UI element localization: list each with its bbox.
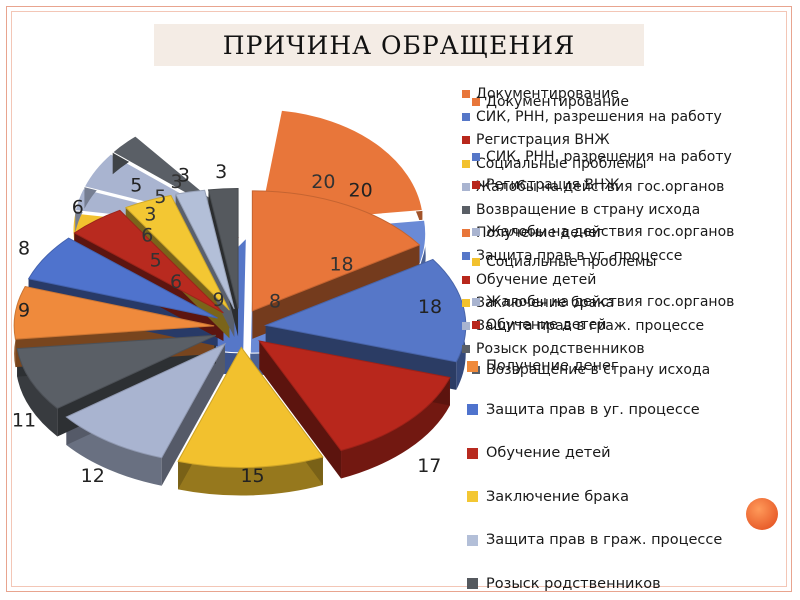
slice-3	[177, 346, 324, 468]
back-data-label-9: 3	[170, 171, 182, 193]
data-label-8: 6	[72, 197, 84, 219]
slice-side-5	[17, 348, 58, 437]
back-data-label-0: 20	[311, 171, 335, 193]
slice-side-2	[341, 377, 450, 479]
data-label-1: 18	[418, 296, 442, 318]
back-data-label-8: 5	[154, 186, 166, 208]
back-data-label-6: 6	[141, 224, 153, 246]
data-label-2: 17	[417, 455, 441, 477]
front-pie-tops	[13, 188, 467, 468]
slice-2	[258, 340, 451, 452]
slice-9	[124, 194, 230, 311]
data-label-10: 3	[178, 165, 190, 187]
back-data-label-2: 8	[269, 290, 281, 312]
data-label-3: 15	[240, 465, 264, 487]
slice-10	[175, 189, 235, 310]
slice-7	[27, 237, 218, 319]
back-data-label-5: 5	[150, 249, 162, 271]
data-label-0: 20	[349, 179, 373, 201]
decorative-orange-circle	[746, 498, 778, 530]
slice-11	[207, 188, 239, 309]
title-banner: ПРИЧИНА ОБРАЩЕНИЯ	[154, 24, 644, 66]
back-data-label-4: 6	[170, 271, 182, 293]
back-data-label-3: 9	[212, 289, 224, 311]
slice-1	[263, 258, 467, 363]
slice-6	[13, 285, 215, 340]
data-label-6: 9	[18, 300, 30, 322]
slice-0	[251, 190, 421, 312]
slice-8	[73, 209, 224, 314]
slice-wall-4	[161, 343, 225, 486]
data-label-5: 11	[12, 409, 36, 431]
slice-wall-2	[259, 341, 342, 479]
slide-title: ПРИЧИНА ОБРАЩЕНИЯ	[222, 30, 576, 60]
slice-4	[65, 342, 227, 459]
data-label-7: 8	[18, 238, 30, 260]
slide-frame-outer	[6, 6, 792, 592]
slice-5	[16, 334, 217, 410]
back-data-label-1: 18	[329, 254, 353, 276]
data-label-11: 3	[215, 161, 227, 183]
back-data-label-7: 3	[144, 203, 156, 225]
data-label-9: 5	[130, 174, 142, 196]
slide-frame-inner	[11, 11, 787, 587]
slice-side-4	[66, 417, 162, 486]
data-label-4: 12	[81, 465, 105, 487]
